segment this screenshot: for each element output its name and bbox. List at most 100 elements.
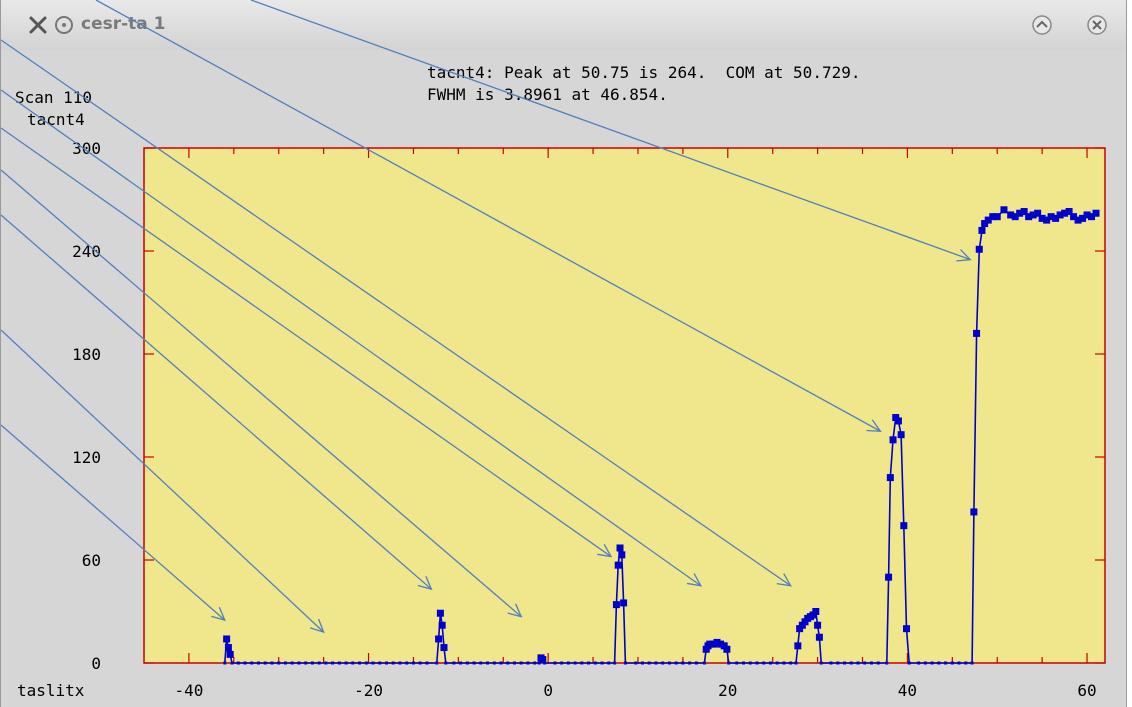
y-tick-label: 180 [72,345,101,364]
data-point [486,661,490,665]
data-point [794,642,802,650]
data-point [735,661,739,665]
annotation-arrow [1,424,226,621]
annotation-arrow [1,169,522,618]
data-point [384,661,388,665]
annotation-arrow [1,39,792,587]
data-point [1088,213,1096,221]
data-point [479,661,483,665]
data-point [519,661,523,665]
data-point [472,661,476,665]
data-point [283,661,287,665]
data-point [230,661,234,665]
data-point [713,638,721,646]
x-axis-label: taslitx [17,681,85,700]
data-point [614,561,622,569]
data-point [975,245,983,253]
data-point [755,661,759,665]
x-tick-label: 60 [1077,681,1096,700]
data-point [1092,209,1100,217]
annotation-arrow [1,329,325,633]
arrow-head [686,573,703,587]
data-point [560,661,564,665]
data-point [512,661,516,665]
data-point [1079,214,1087,222]
data-point [1011,213,1019,221]
title-bar[interactable]: cesr-ta 1 [1,0,1126,50]
data-point [573,661,577,665]
data-point [607,661,611,665]
arrow-head [211,606,226,622]
annotation-arrow [1,214,432,590]
data-point [984,216,992,224]
data-point [894,417,902,425]
data-point [970,508,978,516]
data-point [863,661,867,665]
data-point [836,661,840,665]
data-point [587,661,591,665]
data-point [1016,209,1024,217]
data-point [989,213,997,221]
y-tick-label: 300 [72,139,101,158]
data-point [612,601,620,609]
data-point [640,661,644,665]
plot-frame [143,147,1106,664]
header-line-1: tacnt4: Peak at 50.75 is 264. COM at 50.… [427,63,860,82]
data-point [263,661,267,665]
data-point [1061,209,1069,217]
data-point [257,661,261,665]
annotation-arrow [1,89,702,587]
arrow-head [776,573,792,587]
data-point [533,661,537,665]
data-point [553,661,557,665]
x-tick-label: -20 [354,681,383,700]
data-point [1052,214,1060,222]
y-axis-label: tacnt4 [27,110,85,129]
data-point [543,661,547,665]
data-point [970,661,974,665]
data-point [993,213,1001,221]
data-point [418,661,422,665]
data-point [1029,211,1037,219]
data-point [618,551,626,559]
annotation-arrows [1,0,972,634]
data-point [236,661,240,665]
data-series [223,206,1100,665]
data-point [223,635,231,643]
data-point [270,661,274,665]
close-icon[interactable] [1086,14,1108,36]
arrow-head [507,603,523,618]
close-x-icon[interactable] [27,14,49,36]
data-point [1020,208,1028,216]
data-point [304,661,308,665]
data-point [459,661,463,665]
data-point [1074,216,1082,224]
data-point [337,661,341,665]
data-point [1056,211,1064,219]
data-point [923,661,927,665]
data-point [748,661,752,665]
annotation-arrow [95,0,881,432]
circle-icon[interactable] [53,14,75,36]
x-tick-label: -40 [174,681,203,700]
data-point [351,661,355,665]
data-point [1025,213,1033,221]
data-point [876,661,880,665]
data-point [849,661,853,665]
data-point [411,661,415,665]
data-point [702,661,706,665]
data-point [856,661,860,665]
data-point [661,661,665,665]
data-point [814,621,822,629]
data-point [981,220,989,228]
data-point [452,661,456,665]
data-point [425,661,429,665]
data-point [1038,214,1046,222]
data-point [297,661,301,665]
maximize-icon[interactable] [1031,14,1053,36]
data-point [391,661,395,665]
header-line-2: FWHM is 3.8961 at 46.854. [427,85,668,104]
data-point [917,661,921,665]
y-tick-label: 60 [82,551,101,570]
